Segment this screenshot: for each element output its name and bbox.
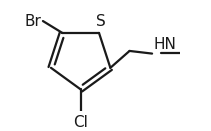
Text: S: S [96,14,106,29]
Text: HN: HN [154,37,176,52]
Text: Cl: Cl [73,115,88,130]
Text: Br: Br [25,13,42,29]
